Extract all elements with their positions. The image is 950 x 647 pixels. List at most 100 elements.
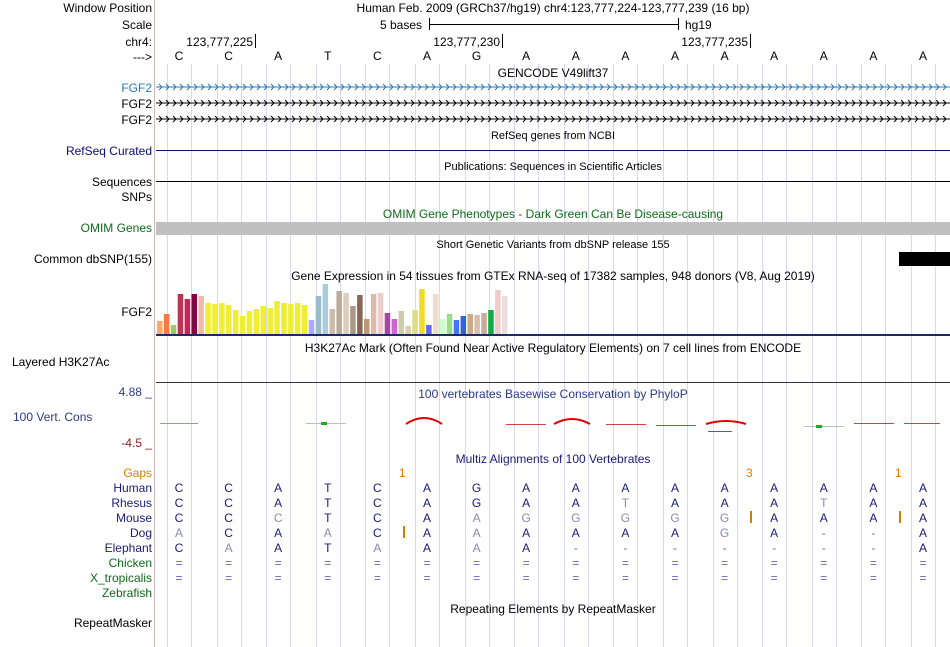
omim-gene-bar[interactable] <box>156 222 950 235</box>
multiz-base: = <box>621 571 629 585</box>
phylop-label[interactable]: 100 Vert. Cons <box>13 410 93 424</box>
scale-bar-text: 5 bases <box>380 18 423 32</box>
window-position-label[interactable]: Window Position <box>63 1 152 15</box>
ruler-tick-mark <box>255 34 256 48</box>
multiz-base: C <box>224 481 233 495</box>
ruler-base: A <box>869 49 878 63</box>
multiz-base: A <box>274 496 283 510</box>
dbsnp-title: Short Genetic Variants from dbSNP releas… <box>436 239 670 251</box>
multiz-gap-count: 3 <box>746 466 753 480</box>
gtex-tissue-bar <box>232 310 239 334</box>
multiz-base: A <box>621 526 630 540</box>
multiz-base: A <box>720 481 729 495</box>
gtex-tissue-bar <box>502 296 508 334</box>
gtex-tissue-bar <box>384 313 391 334</box>
gtex-tissue-bar <box>274 301 280 334</box>
phylop-score-mark <box>606 424 646 425</box>
strand-label[interactable]: ---> <box>133 50 152 64</box>
gencode-gene-label-3[interactable]: FGF2 <box>121 113 152 127</box>
phylop-score-peak <box>705 420 747 425</box>
gtex-tissue-bar <box>260 306 266 334</box>
gencode-gene-label-1[interactable]: FGF2 <box>121 81 152 95</box>
gtex-tissue-bar <box>170 325 177 334</box>
multiz-base: A <box>621 481 630 495</box>
gtex-gene-label[interactable]: FGF2 <box>121 305 152 319</box>
ruler-base: T <box>324 49 332 63</box>
multiz-species-label[interactable]: Dog <box>129 526 152 540</box>
phylop-score-mark <box>816 425 822 428</box>
ruler-base: A <box>720 49 729 63</box>
gtex-tissue-bar <box>177 294 184 334</box>
phylop-score-mark <box>656 425 696 426</box>
multiz-base: - <box>871 541 876 555</box>
multiz-species-label[interactable]: X_tropicalis <box>89 571 152 585</box>
phylop-score-mark <box>506 424 546 425</box>
gencode-title: GENCODE V49lift37 <box>497 66 609 80</box>
publications-sequences-label[interactable]: Sequences <box>91 175 152 189</box>
multiz-base: A <box>918 511 927 525</box>
phylop-score-mark <box>321 422 327 425</box>
multiz-species-label[interactable]: Rhesus <box>111 496 152 510</box>
multiz-base: = <box>820 556 828 570</box>
publications-snps-label[interactable]: SNPs <box>121 190 152 204</box>
multiz-base: - <box>623 541 628 555</box>
multiz-gaps-label[interactable]: Gaps <box>123 466 152 480</box>
gtex-tissue-bar <box>343 293 349 334</box>
ruler-tick-label: 123,777,225 <box>186 35 253 49</box>
multiz-gap-count: 1 <box>398 466 406 480</box>
repeatmasker-label[interactable]: RepeatMasker <box>73 616 152 630</box>
gtex-tissue-bar <box>357 295 363 334</box>
ruler-base: A <box>621 49 630 63</box>
multiz-base: C <box>174 481 184 495</box>
multiz-insertion-mark <box>403 526 405 538</box>
multiz-base: = <box>522 556 530 570</box>
multiz-species-label[interactable]: Elephant <box>104 541 152 555</box>
multiz-base: = <box>572 571 580 585</box>
multiz-base: A <box>571 526 580 540</box>
ruler-base: A <box>422 49 431 63</box>
multiz-base: C <box>174 496 184 510</box>
multiz-base: A <box>522 481 531 495</box>
gencode-gene-label-2[interactable]: FGF2 <box>121 97 152 111</box>
multiz-base: = <box>721 556 729 570</box>
publications-sequence-line[interactable] <box>156 181 950 182</box>
ruler-tick-label: 123,777,235 <box>681 35 748 49</box>
chrom-label[interactable]: chr4: <box>125 35 152 49</box>
multiz-base: C <box>373 481 382 495</box>
gtex-expression-chart[interactable] <box>156 283 536 335</box>
gtex-tissue-bar <box>433 294 439 334</box>
multiz-base: T <box>820 496 828 510</box>
gtex-tissue-bar <box>350 306 356 334</box>
refseq-label[interactable]: RefSeq Curated <box>65 144 152 158</box>
multiz-base: = <box>423 556 431 570</box>
gtex-tissue-bar <box>212 304 218 334</box>
gtex-tissue-bar <box>205 303 211 334</box>
scale-label[interactable]: Scale <box>121 18 152 32</box>
multiz-species-label[interactable]: Human <box>113 481 152 495</box>
gencode-transcripts[interactable] <box>156 80 950 128</box>
multiz-species-label[interactable]: Zebrafish <box>101 586 152 600</box>
multiz-base: - <box>821 541 826 555</box>
gtex-tissue-bar <box>391 319 398 334</box>
phylop-score-mark <box>854 423 894 424</box>
gtex-tissue-bar <box>267 308 273 334</box>
multiz-species-label[interactable]: Mouse <box>115 511 152 525</box>
gtex-tissue-bar <box>253 309 260 334</box>
multiz-species-label[interactable]: Chicken <box>108 556 152 570</box>
multiz-base: A <box>274 481 283 495</box>
dbsnp-label[interactable]: Common dbSNP(155) <box>33 252 152 266</box>
h3k27ac-label[interactable]: Layered H3K27Ac <box>12 355 110 369</box>
omim-label[interactable]: OMIM Genes <box>80 221 152 235</box>
multiz-base: = <box>869 571 877 585</box>
phylop-conservation-track[interactable] <box>156 400 950 450</box>
gtex-tissue-bar <box>226 305 232 334</box>
dbsnp-variant-block[interactable] <box>899 252 950 266</box>
multiz-base: A <box>422 496 431 510</box>
multiz-base: = <box>274 571 282 585</box>
refseq-transcript-line[interactable] <box>156 150 950 151</box>
phylop-score-mark <box>904 423 940 424</box>
gtex-tissue-bar <box>281 303 287 334</box>
multiz-base: A <box>522 526 531 540</box>
multiz-base: A <box>472 541 481 555</box>
gencode-transcript <box>156 115 950 123</box>
